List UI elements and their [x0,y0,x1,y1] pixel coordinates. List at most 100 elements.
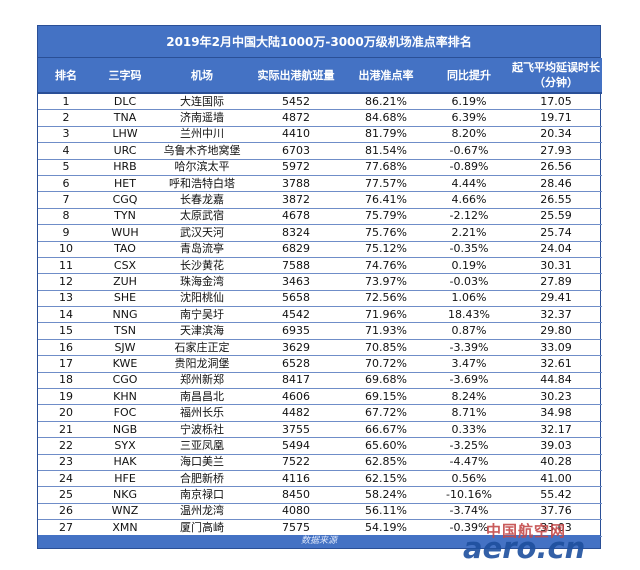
table-row: 14 NNG 南宁吴圩 4542 71.96% 18.43% 32.37 [38,306,602,324]
data-source-footer: 数据来源 [38,535,600,548]
cell-rank: 14 [38,306,94,324]
header-code: 三字码 [94,58,156,94]
cell-punctuality: 84.68% [344,109,428,127]
table-title: 2019年2月中国大陆1000万-3000万级机场准点率排名 [38,26,600,58]
cell-airport: 南宁吴圩 [156,306,248,324]
cell-change: -10.16% [428,486,510,504]
cell-code: DLC [94,93,156,111]
header-delay-line1: 起飞平均延误时长 [512,61,600,74]
cell-flights: 4482 [248,404,344,422]
cell-delay: 29.41 [510,290,602,308]
cell-flights: 6935 [248,322,344,340]
cell-punctuality: 58.24% [344,486,428,504]
cell-punctuality: 86.21% [344,93,428,111]
table-row: 9 WUH 武汉天河 8324 75.76% 2.21% 25.74 [38,224,602,242]
cell-flights: 3788 [248,175,344,193]
cell-punctuality: 54.19% [344,519,428,537]
cell-delay: 19.71 [510,109,602,127]
table-row: 23 HAK 海口美兰 7522 62.85% -4.47% 40.28 [38,454,602,471]
cell-code: SYX [94,437,156,455]
cell-rank: 22 [38,437,94,455]
cell-airport: 合肥新桥 [156,470,248,488]
table-row: 5 HRB 哈尔滨太平 5972 77.68% -0.89% 26.56 [38,159,602,176]
cell-delay: 32.61 [510,355,602,373]
cell-flights: 6703 [248,142,344,160]
cell-delay: 41.00 [510,470,602,488]
cell-code: TNA [94,109,156,127]
table-body: 1 DLC 大连国际 5452 86.21% 6.19% 17.05 2 TNA 济南遥墙 4872… [38,93,602,537]
cell-code: KWE [94,355,156,373]
cell-change: 2.21% [428,224,510,242]
cell-airport: 哈尔滨太平 [156,159,248,176]
header-rank: 排名 [38,58,94,94]
cell-code: HFE [94,470,156,488]
cell-code: NGB [94,421,156,439]
cell-punctuality: 62.15% [344,470,428,488]
cell-delay: 39.03 [510,437,602,455]
cell-flights: 4606 [248,388,344,406]
cell-rank: 8 [38,208,94,226]
cell-delay: 24.04 [510,241,602,258]
cell-delay: 33.09 [510,339,602,357]
cell-flights: 4116 [248,470,344,488]
cell-rank: 20 [38,404,94,422]
cell-code: URC [94,142,156,160]
cell-code: HRB [94,159,156,176]
cell-rank: 4 [38,142,94,160]
cell-change: 8.24% [428,388,510,406]
table-row: 18 CGO 郑州新郑 8417 69.68% -3.69% 44.84 [38,372,602,390]
cell-punctuality: 73.97% [344,273,428,291]
cell-punctuality: 75.12% [344,241,428,258]
table-row: 24 HFE 合肥新桥 4116 62.15% 0.56% 41.00 [38,470,602,488]
table-row: 25 NKG 南京禄口 8450 58.24% -10.16% 55.42 [38,486,602,504]
cell-airport: 长春龙嘉 [156,191,248,209]
cell-code: HET [94,175,156,193]
cell-change: -2.12% [428,208,510,226]
cell-airport: 大连国际 [156,93,248,111]
table-row: 22 SYX 三亚凤凰 5494 65.60% -3.25% 39.03 [38,437,602,455]
cell-delay: 30.23 [510,388,602,406]
cell-flights: 3755 [248,421,344,439]
table-row: 21 NGB 宁波栎社 3755 66.67% 0.33% 32.17 [38,421,602,439]
cell-flights: 8450 [248,486,344,504]
cell-delay: 25.59 [510,208,602,226]
cell-rank: 1 [38,93,94,111]
cell-rank: 19 [38,388,94,406]
cell-flights: 3872 [248,191,344,209]
cell-punctuality: 71.96% [344,306,428,324]
cell-change: 18.43% [428,306,510,324]
cell-delay: 37.76 [510,503,602,521]
cell-change: -3.39% [428,339,510,357]
cell-delay: 44.84 [510,372,602,390]
table-row: 12 ZUH 珠海金湾 3463 73.97% -0.03% 27.89 [38,273,602,291]
cell-airport: 呼和浩特白塔 [156,175,248,193]
cell-code: SJW [94,339,156,357]
cell-delay: 26.55 [510,191,602,209]
cell-punctuality: 69.15% [344,388,428,406]
table-row: 10 TAO 青岛流亭 6829 75.12% -0.35% 24.04 [38,241,602,258]
cell-punctuality: 56.11% [344,503,428,521]
cell-flights: 3629 [248,339,344,357]
header-punctuality: 出港准点率 [344,58,428,94]
cell-airport: 石家庄正定 [156,339,248,357]
cell-punctuality: 71.93% [344,322,428,340]
cell-change: -0.03% [428,273,510,291]
cell-airport: 温州龙湾 [156,503,248,521]
header-delay: 起飞平均延误时长 （分钟） [510,58,602,94]
cell-airport: 长沙黄花 [156,257,248,275]
cell-rank: 12 [38,273,94,291]
header-delay-line2: （分钟） [534,76,578,89]
cell-rank: 26 [38,503,94,521]
table-row: 19 KHN 南昌昌北 4606 69.15% 8.24% 30.23 [38,388,602,406]
cell-code: SHE [94,290,156,308]
cell-punctuality: 67.72% [344,404,428,422]
table-row: 3 LHW 兰州中川 4410 81.79% 8.20% 20.34 [38,126,602,144]
cell-airport: 青岛流亭 [156,241,248,258]
cell-code: TYN [94,208,156,226]
cell-flights: 5494 [248,437,344,455]
cell-delay: 20.34 [510,126,602,144]
cell-airport: 珠海金湾 [156,273,248,291]
watermark-logo: aero.cn [463,531,586,565]
cell-flights: 7522 [248,454,344,471]
cell-airport: 郑州新郑 [156,372,248,390]
